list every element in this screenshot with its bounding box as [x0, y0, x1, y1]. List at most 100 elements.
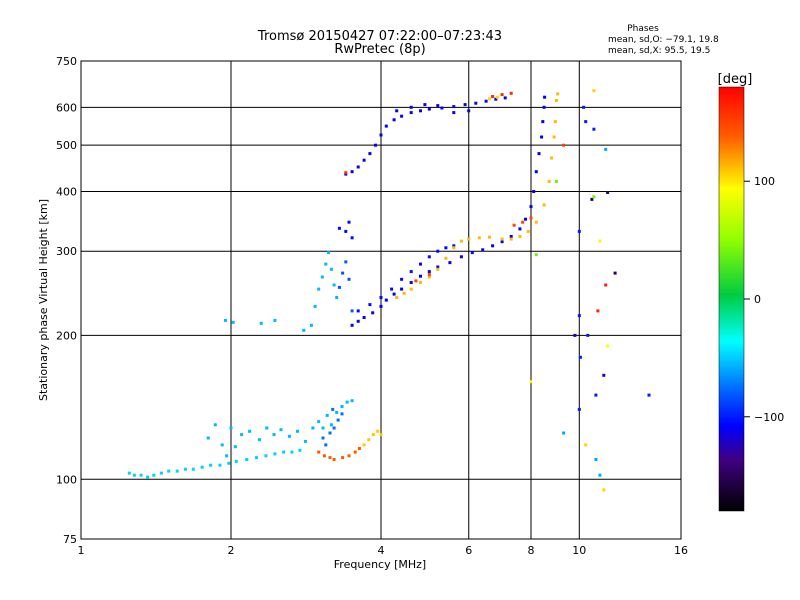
data-point [384, 298, 388, 302]
data-point [509, 235, 513, 238]
colorbar-ticks: 100 0 −100 [744, 175, 784, 424]
data-point [379, 304, 383, 308]
x-tick-label: 4 [378, 544, 385, 557]
data-point [146, 475, 149, 479]
data-point [529, 216, 533, 220]
data-point [427, 270, 431, 274]
data-point [335, 410, 339, 414]
data-point [419, 281, 422, 284]
data-points [127, 89, 651, 492]
data-point [362, 316, 366, 319]
data-point [602, 488, 606, 492]
data-point [500, 93, 504, 97]
data-point [332, 458, 336, 461]
data-point [584, 120, 588, 124]
data-point [273, 318, 277, 322]
data-point [518, 227, 522, 231]
data-point [500, 240, 504, 244]
data-point [584, 443, 588, 447]
data-point [395, 296, 399, 299]
data-point [328, 456, 332, 460]
data-point [543, 95, 547, 99]
data-point [353, 450, 357, 454]
data-point [350, 323, 354, 327]
data-point [309, 323, 313, 327]
data-point [259, 321, 263, 325]
data-point [521, 220, 525, 224]
data-point [419, 262, 422, 266]
data-point [255, 456, 258, 460]
data-point [368, 303, 372, 307]
data-point [436, 265, 440, 269]
colorbar: [deg] 100 0 −100 [718, 72, 784, 512]
data-point [367, 438, 371, 442]
data-point [613, 271, 617, 275]
data-point [139, 473, 143, 477]
y-tick-label: 400 [56, 185, 77, 198]
data-point [452, 246, 456, 250]
data-point [329, 423, 333, 427]
data-point [324, 443, 328, 447]
chart-title: Tromsø 20150427 07:22:00–07:23:43 [257, 29, 502, 44]
phase-stats-heading: Phases [627, 24, 659, 34]
colorbar-label: [deg] [718, 72, 753, 87]
data-point [311, 426, 315, 430]
data-point [427, 255, 431, 259]
data-point [594, 458, 598, 461]
data-point [392, 118, 396, 122]
data-point [328, 431, 332, 435]
y-tick-label: 600 [56, 101, 77, 114]
data-point [376, 429, 380, 433]
data-point [213, 423, 217, 427]
data-point [313, 304, 317, 308]
data-point [577, 314, 581, 318]
data-point [487, 97, 491, 101]
data-point [400, 114, 404, 118]
data-point [341, 271, 345, 275]
x-tick-label: 2 [228, 544, 235, 557]
data-point [279, 428, 283, 432]
data-point [317, 420, 321, 424]
grid-lines [81, 61, 681, 539]
data-point [532, 190, 536, 193]
y-tick-label: 500 [56, 139, 77, 152]
data-point [356, 319, 360, 323]
data-point [444, 256, 448, 260]
data-point [400, 287, 404, 291]
data-point [265, 426, 269, 430]
data-point [452, 244, 456, 248]
data-point [379, 296, 383, 299]
data-point [604, 283, 608, 287]
data-point [320, 275, 324, 279]
data-point [296, 429, 299, 433]
data-point [390, 287, 394, 291]
y-tick-label: 200 [56, 329, 77, 342]
data-point [282, 450, 286, 454]
data-point [409, 287, 413, 291]
data-point [368, 152, 372, 156]
x-axis-label: Frequency [MHz] [334, 558, 426, 571]
data-point [586, 333, 590, 337]
data-point [553, 120, 557, 124]
colorbar-tick-label: −100 [754, 411, 784, 424]
colorbar-gradient [718, 86, 745, 512]
colorbar-tick-label: 100 [754, 175, 775, 188]
data-point [484, 99, 488, 103]
data-point [337, 285, 341, 289]
data-point [321, 436, 325, 440]
data-point [582, 105, 586, 109]
data-point [423, 103, 427, 107]
data-point [452, 111, 456, 115]
data-point [500, 237, 504, 241]
data-point [218, 463, 222, 467]
data-point [440, 106, 444, 110]
data-point [436, 249, 440, 253]
data-point [350, 309, 354, 313]
data-point [347, 277, 351, 281]
data-point [344, 171, 348, 175]
data-point [542, 203, 546, 207]
data-point [436, 104, 440, 108]
data-point [452, 105, 456, 109]
data-point [598, 239, 602, 243]
x-tick-label: 10 [572, 544, 586, 557]
